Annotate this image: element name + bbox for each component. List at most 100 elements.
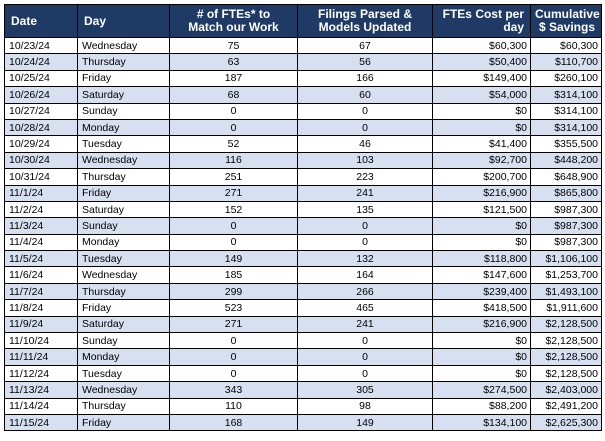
cell-day[interactable]: Sunday (77, 102, 170, 120)
cell-day[interactable]: Thursday (77, 168, 170, 186)
cell-date[interactable]: 11/9/24 (4, 315, 78, 334)
cell-day[interactable]: Sunday (77, 217, 170, 235)
cell-day[interactable]: Saturday (77, 86, 170, 104)
cell-ftes[interactable]: 271 (169, 315, 298, 334)
cell-day[interactable]: Tuesday (77, 250, 170, 268)
cell-day[interactable]: Wednesday (77, 151, 170, 170)
cell-cumulative[interactable]: $2,128,500 (530, 364, 602, 383)
cell-cumulative[interactable]: $1,253,700 (530, 266, 602, 284)
cell-cost[interactable]: $0 (432, 217, 531, 235)
cell-cumulative[interactable]: $1,493,100 (530, 282, 602, 301)
cell-day[interactable]: Thursday (77, 53, 170, 71)
cell-day[interactable]: Friday (77, 184, 170, 202)
cell-day[interactable]: Wednesday (77, 266, 170, 284)
cell-cost[interactable]: $0 (432, 233, 531, 252)
cell-filings[interactable]: 266 (297, 282, 433, 301)
cell-ftes[interactable]: 63 (169, 53, 298, 71)
cell-cumulative[interactable]: $448,200 (530, 151, 602, 170)
cell-ftes[interactable]: 0 (169, 348, 298, 366)
cell-cumulative[interactable]: $2,128,500 (530, 315, 602, 334)
cell-cost[interactable]: $0 (432, 332, 531, 350)
cell-day[interactable]: Wednesday (77, 36, 170, 55)
cell-cost[interactable]: $121,500 (432, 200, 531, 219)
cell-filings[interactable]: 0 (297, 233, 433, 252)
cell-cumulative[interactable]: $2,128,500 (530, 332, 602, 350)
cell-filings[interactable]: 149 (297, 413, 433, 432)
cell-date[interactable]: 10/24/24 (4, 53, 78, 71)
cell-day[interactable]: Tuesday (77, 135, 170, 153)
cell-ftes[interactable]: 251 (169, 168, 298, 186)
cell-cumulative[interactable]: $314,100 (530, 102, 602, 120)
header-day[interactable]: Day (77, 4, 170, 38)
cell-filings[interactable]: 241 (297, 184, 433, 202)
cell-cost[interactable]: $50,400 (432, 53, 531, 71)
cell-cost[interactable]: $0 (432, 102, 531, 120)
cell-cost[interactable]: $239,400 (432, 282, 531, 301)
cell-filings[interactable]: 56 (297, 53, 433, 71)
cell-filings[interactable]: 103 (297, 151, 433, 170)
cell-ftes[interactable]: 0 (169, 332, 298, 350)
cell-date[interactable]: 11/14/24 (4, 397, 78, 415)
cell-date[interactable]: 11/10/24 (4, 332, 78, 350)
cell-filings[interactable]: 465 (297, 299, 433, 317)
cell-date[interactable]: 10/27/24 (4, 102, 78, 120)
cell-day[interactable]: Monday (77, 348, 170, 366)
cell-day[interactable]: Friday (77, 413, 170, 432)
cell-cost[interactable]: $88,200 (432, 397, 531, 415)
cell-filings[interactable]: 241 (297, 315, 433, 334)
cell-day[interactable]: Wednesday (77, 381, 170, 399)
cell-filings[interactable]: 164 (297, 266, 433, 284)
cell-cost[interactable]: $0 (432, 364, 531, 383)
cell-date[interactable]: 10/31/24 (4, 168, 78, 186)
cell-cumulative[interactable]: $2,625,300 (530, 413, 602, 432)
cell-cumulative[interactable]: $314,100 (530, 118, 602, 137)
cell-cumulative[interactable]: $355,500 (530, 135, 602, 153)
cell-ftes[interactable]: 0 (169, 102, 298, 120)
cell-day[interactable]: Monday (77, 118, 170, 137)
cell-ftes[interactable]: 187 (169, 69, 298, 88)
cell-cost[interactable]: $147,600 (432, 266, 531, 284)
cell-cumulative[interactable]: $260,100 (530, 69, 602, 88)
cell-ftes[interactable]: 152 (169, 200, 298, 219)
cell-cost[interactable]: $0 (432, 348, 531, 366)
cell-ftes[interactable]: 75 (169, 36, 298, 55)
cell-filings[interactable]: 0 (297, 102, 433, 120)
cell-filings[interactable]: 67 (297, 36, 433, 55)
cell-day[interactable]: Saturday (77, 315, 170, 334)
cell-cumulative[interactable]: $987,300 (530, 200, 602, 219)
cell-filings[interactable]: 305 (297, 381, 433, 399)
cell-date[interactable]: 11/2/24 (4, 200, 78, 219)
cell-day[interactable]: Saturday (77, 200, 170, 219)
cell-day[interactable]: Friday (77, 69, 170, 88)
header-cost[interactable]: FTEs Cost per day (432, 4, 531, 38)
cell-cumulative[interactable]: $1,911,600 (530, 299, 602, 317)
cell-ftes[interactable]: 0 (169, 364, 298, 383)
cell-ftes[interactable]: 116 (169, 151, 298, 170)
cell-cost[interactable]: $200,700 (432, 168, 531, 186)
cell-date[interactable]: 11/5/24 (4, 250, 78, 268)
cell-day[interactable]: Sunday (77, 332, 170, 350)
cell-date[interactable]: 10/26/24 (4, 86, 78, 104)
cell-ftes[interactable]: 52 (169, 135, 298, 153)
cell-filings[interactable]: 46 (297, 135, 433, 153)
cell-cumulative[interactable]: $110,700 (530, 53, 602, 71)
cell-date[interactable]: 10/25/24 (4, 69, 78, 88)
cell-ftes[interactable]: 168 (169, 413, 298, 432)
cell-filings[interactable]: 135 (297, 200, 433, 219)
cell-date[interactable]: 11/11/24 (4, 348, 78, 366)
cell-day[interactable]: Tuesday (77, 364, 170, 383)
cell-cumulative[interactable]: $648,900 (530, 168, 602, 186)
cell-ftes[interactable]: 523 (169, 299, 298, 317)
header-date[interactable]: Date (4, 4, 78, 38)
cell-date[interactable]: 11/15/24 (4, 413, 78, 432)
cell-cumulative[interactable]: $987,300 (530, 217, 602, 235)
cell-ftes[interactable]: 0 (169, 233, 298, 252)
cell-ftes[interactable]: 271 (169, 184, 298, 202)
cell-day[interactable]: Monday (77, 233, 170, 252)
cell-date[interactable]: 11/4/24 (4, 233, 78, 252)
cell-cost[interactable]: $41,400 (432, 135, 531, 153)
cell-date[interactable]: 10/30/24 (4, 151, 78, 170)
cell-cost[interactable]: $274,500 (432, 381, 531, 399)
cell-date[interactable]: 11/7/24 (4, 282, 78, 301)
cell-cumulative[interactable]: $1,106,100 (530, 250, 602, 268)
